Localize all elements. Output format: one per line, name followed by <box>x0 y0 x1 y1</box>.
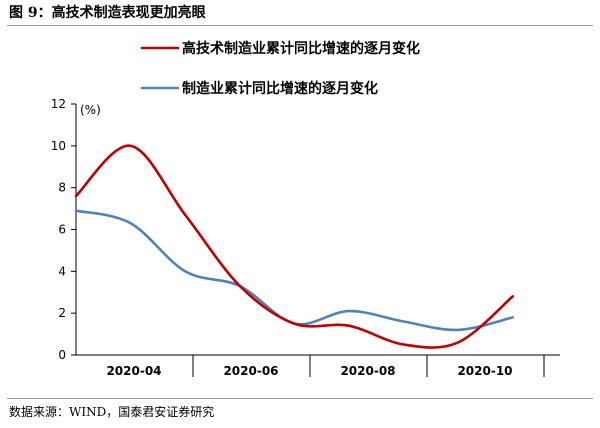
y-axis-unit-label: (%) <box>80 103 101 117</box>
footer-divider <box>7 398 593 399</box>
series-line-1 <box>74 209 514 332</box>
figure-header: 图 9：高技术制造表现更加亮眼 <box>0 0 600 26</box>
x-tick-label: 2020-08 <box>340 364 395 378</box>
chart-area: 高技术制造业累计同比增速的逐月变化 制造业累计同比增速的逐月变化 0 2 4 6 8 10 1… <box>0 26 600 398</box>
y-tick-label: 8 <box>58 181 66 195</box>
y-tick-label: 10 <box>51 139 66 153</box>
x-tick-label: 2020-04 <box>106 364 161 378</box>
x-tick-label: 2020-06 <box>223 364 278 378</box>
y-tick-label: 12 <box>51 97 66 111</box>
axes: 0 2 4 6 8 10 12 (%) 2020-04 2020-06 2020-08 2020-10 <box>51 97 560 378</box>
legend-label-1: 制造业累计同比增速的逐月变化 <box>182 80 378 97</box>
series-line-0 <box>74 144 514 349</box>
x-tick-label: 2020-10 <box>457 364 512 378</box>
y-tick-label: 6 <box>58 223 66 237</box>
y-tick-label: 4 <box>58 264 66 278</box>
legend-label-0: 高技术制造业累计同比增速的逐月变化 <box>182 40 420 57</box>
figure-title: 图 9：高技术制造表现更加亮眼 <box>9 5 206 21</box>
y-tick-label: 0 <box>58 348 66 362</box>
y-tick-label: 2 <box>58 306 66 320</box>
source-note: 数据来源：WIND，国泰君安证券研究 <box>9 405 215 419</box>
series-lines <box>74 144 514 349</box>
header-divider <box>7 25 593 26</box>
